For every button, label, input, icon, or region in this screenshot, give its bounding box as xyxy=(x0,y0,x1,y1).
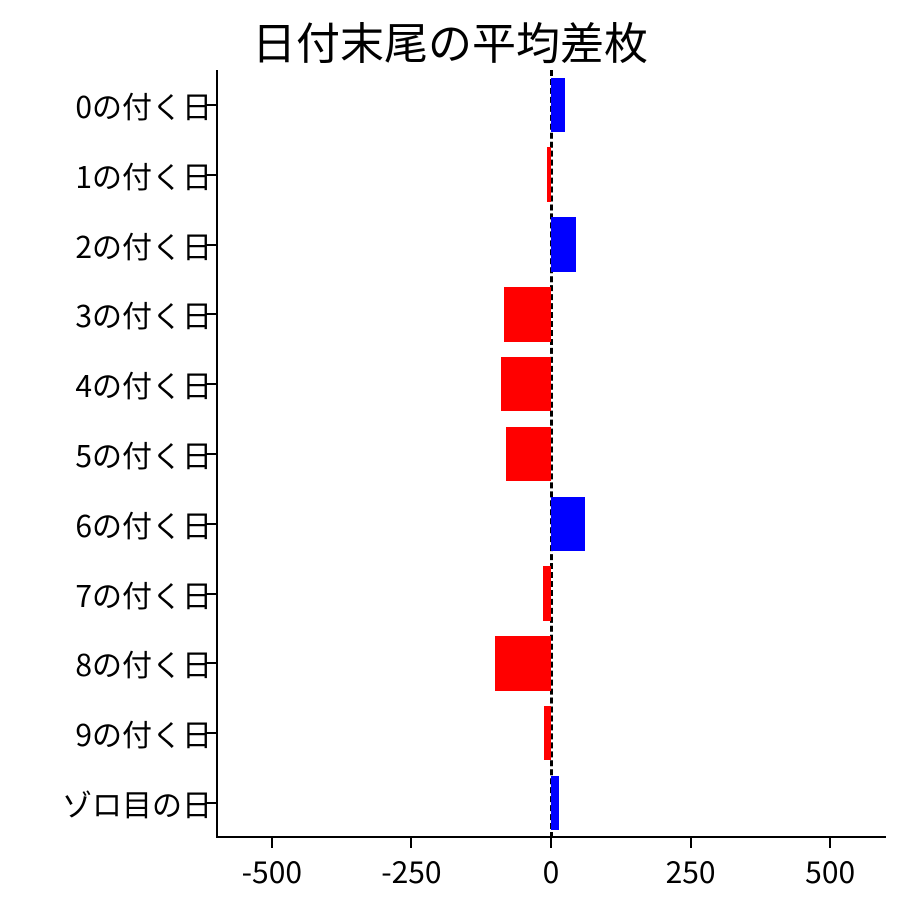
x-tick-mark xyxy=(410,838,412,848)
y-tick-label: 4の付く日 xyxy=(75,362,216,406)
y-tick-label: 2の付く日 xyxy=(75,223,216,267)
chart-title: 日付末尾の平均差枚 xyxy=(0,8,900,72)
y-tick-mark xyxy=(206,244,216,246)
plot-area: 0の付く日1の付く日2の付く日3の付く日4の付く日5の付く日6の付く日7の付く日… xyxy=(216,70,886,838)
y-tick-label: 6の付く日 xyxy=(75,502,216,546)
bar xyxy=(506,427,551,481)
x-tick-mark xyxy=(550,838,552,848)
y-tick-label: 9の付く日 xyxy=(75,711,216,755)
y-tick-label: 7の付く日 xyxy=(75,572,216,616)
y-tick-mark xyxy=(206,313,216,315)
bar xyxy=(551,497,585,551)
y-tick-mark xyxy=(206,523,216,525)
x-tick-mark xyxy=(690,838,692,848)
y-tick-label: 3の付く日 xyxy=(75,292,216,336)
bar xyxy=(543,566,551,620)
y-tick-mark xyxy=(206,383,216,385)
bar xyxy=(544,706,551,760)
bar xyxy=(551,217,576,271)
bar xyxy=(547,147,551,201)
y-tick-mark xyxy=(206,453,216,455)
y-tick-mark xyxy=(206,662,216,664)
y-tick-mark xyxy=(206,104,216,106)
x-tick-mark xyxy=(271,838,273,848)
y-tick-mark xyxy=(206,732,216,734)
x-tick-mark xyxy=(829,838,831,848)
y-tick-label: 5の付く日 xyxy=(75,432,216,476)
y-tick-mark xyxy=(206,174,216,176)
bar xyxy=(551,776,559,830)
chart-container: 日付末尾の平均差枚 0の付く日1の付く日2の付く日3の付く日4の付く日5の付く日… xyxy=(0,0,900,900)
y-axis-line xyxy=(216,70,218,838)
y-tick-mark xyxy=(206,802,216,804)
bar xyxy=(501,357,551,411)
y-tick-label: 8の付く日 xyxy=(75,641,216,685)
y-tick-mark xyxy=(206,593,216,595)
y-tick-label: ゾロ目の日 xyxy=(62,781,216,825)
bar xyxy=(551,78,565,132)
bar xyxy=(504,287,551,341)
y-tick-label: 1の付く日 xyxy=(75,153,216,197)
bar xyxy=(495,636,551,690)
y-tick-label: 0の付く日 xyxy=(75,83,216,127)
